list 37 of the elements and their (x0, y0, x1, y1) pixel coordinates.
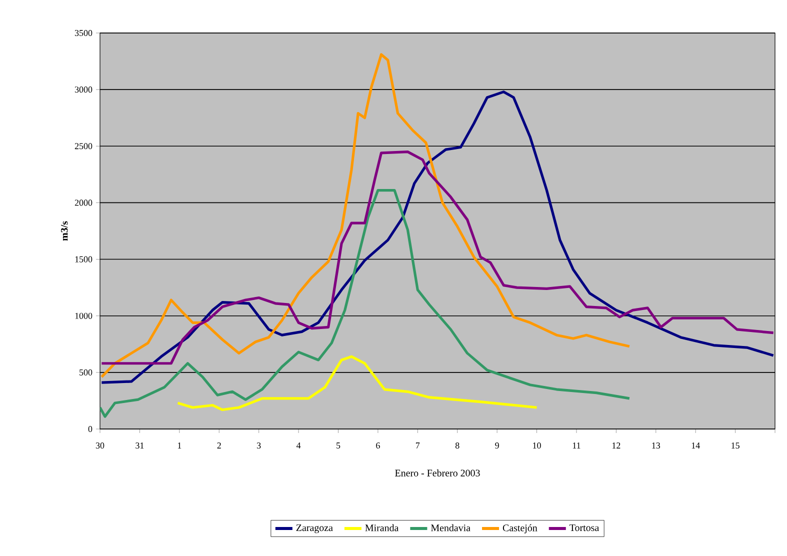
x-tick-label: 9 (495, 442, 499, 449)
legend-label: Tortosa (570, 524, 599, 532)
x-tick-label: 8 (455, 442, 460, 449)
x-tick-label: 15 (732, 442, 740, 449)
x-tick-label: 12 (612, 442, 620, 448)
x-axis-title: Enero - Febrero 2003 (395, 469, 480, 476)
y-tick-label: 2500 (74, 143, 92, 150)
y-tick-label: 3000 (74, 86, 92, 93)
line-series (100, 150, 775, 365)
legend-label: Castejón (502, 524, 538, 534)
line-series (100, 188, 631, 418)
x-tick-label: 3 (257, 442, 261, 449)
legend-label: Mendavia (430, 524, 470, 532)
x-tick-label: 13 (652, 442, 660, 449)
x-tick-label: 7 (416, 442, 420, 448)
line-series (100, 53, 631, 378)
x-tick-label: 10 (533, 442, 541, 449)
y-tick-label: 3500 (74, 30, 92, 36)
x-tick-label: 30 (96, 442, 104, 449)
x-tick-label: 5 (336, 442, 340, 448)
y-tick-label: 2000 (74, 200, 92, 206)
legend-label: Miranda (365, 524, 399, 532)
line-series (176, 355, 538, 412)
x-tick-label: 4 (296, 442, 301, 448)
x-tick-label: 11 (572, 442, 580, 448)
x-tick-label: 2 (217, 442, 221, 448)
y-tick-label: 0 (88, 426, 92, 432)
y-axis-title: m3/s (61, 221, 68, 241)
x-tick-label: 1 (178, 442, 182, 448)
x-tick-label: 6 (376, 442, 380, 449)
y-tick-label: 500 (80, 369, 92, 376)
y-tick-label: 1500 (75, 256, 92, 262)
x-tick-label: 31 (136, 442, 144, 449)
legend-label: Zaragoza (296, 524, 333, 534)
y-tick-label: 1000 (75, 312, 92, 319)
line-series (100, 90, 775, 384)
x-tick-label: 14 (692, 442, 700, 448)
